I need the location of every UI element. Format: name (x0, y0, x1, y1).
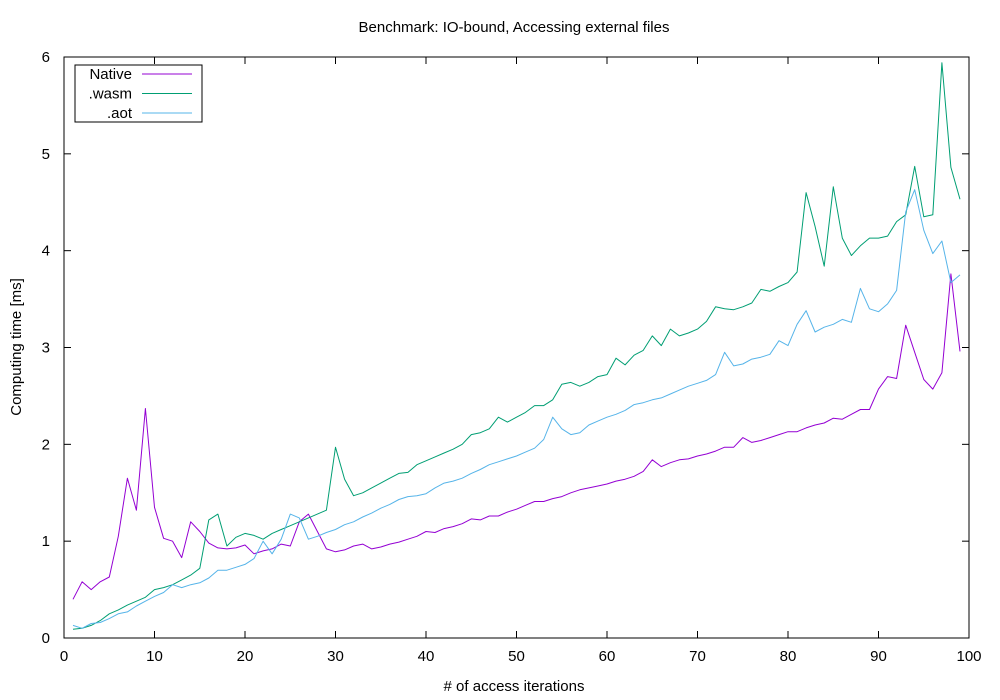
series-line-wasm (72, 62, 961, 630)
y-tick-label: 1 (42, 533, 50, 550)
x-tick-label: 10 (146, 648, 163, 665)
x-axis: 0 10 20 30 40 50 60 70 80 90 100 (60, 57, 982, 665)
y-axis: 0 1 2 3 4 5 6 (42, 49, 969, 647)
x-tick-label: 70 (689, 648, 706, 665)
x-tick-label: 50 (508, 648, 525, 665)
x-tick-label: 100 (956, 648, 981, 665)
plot-area (63, 56, 970, 639)
series-line-native (72, 273, 961, 600)
legend: Native .wasm .aot (74, 64, 203, 123)
legend-label-aot: .aot (107, 105, 133, 122)
x-tick-label: 20 (237, 648, 254, 665)
series-line-aot (72, 189, 961, 629)
chart-title: Benchmark: IO-bound, Accessing external … (359, 19, 670, 36)
y-tick-label: 0 (42, 630, 50, 647)
x-tick-label: 0 (60, 648, 68, 665)
y-tick-label: 6 (42, 49, 50, 66)
x-tick-label: 40 (418, 648, 435, 665)
plot-frame (63, 56, 970, 639)
y-axis-label: Computing time [ms] (8, 278, 25, 416)
y-tick-label: 5 (42, 146, 50, 163)
y-tick-label: 4 (42, 243, 50, 260)
legend-label-native: Native (89, 66, 132, 83)
legend-label-wasm: .wasm (89, 86, 132, 103)
y-tick-label: 2 (42, 436, 50, 453)
x-axis-label: # of access iterations (444, 678, 585, 695)
y-tick-label: 3 (42, 340, 50, 357)
x-tick-label: 90 (870, 648, 887, 665)
x-tick-label: 80 (780, 648, 797, 665)
series-lines (72, 62, 961, 630)
x-tick-label: 30 (327, 648, 344, 665)
x-tick-label: 60 (599, 648, 616, 665)
